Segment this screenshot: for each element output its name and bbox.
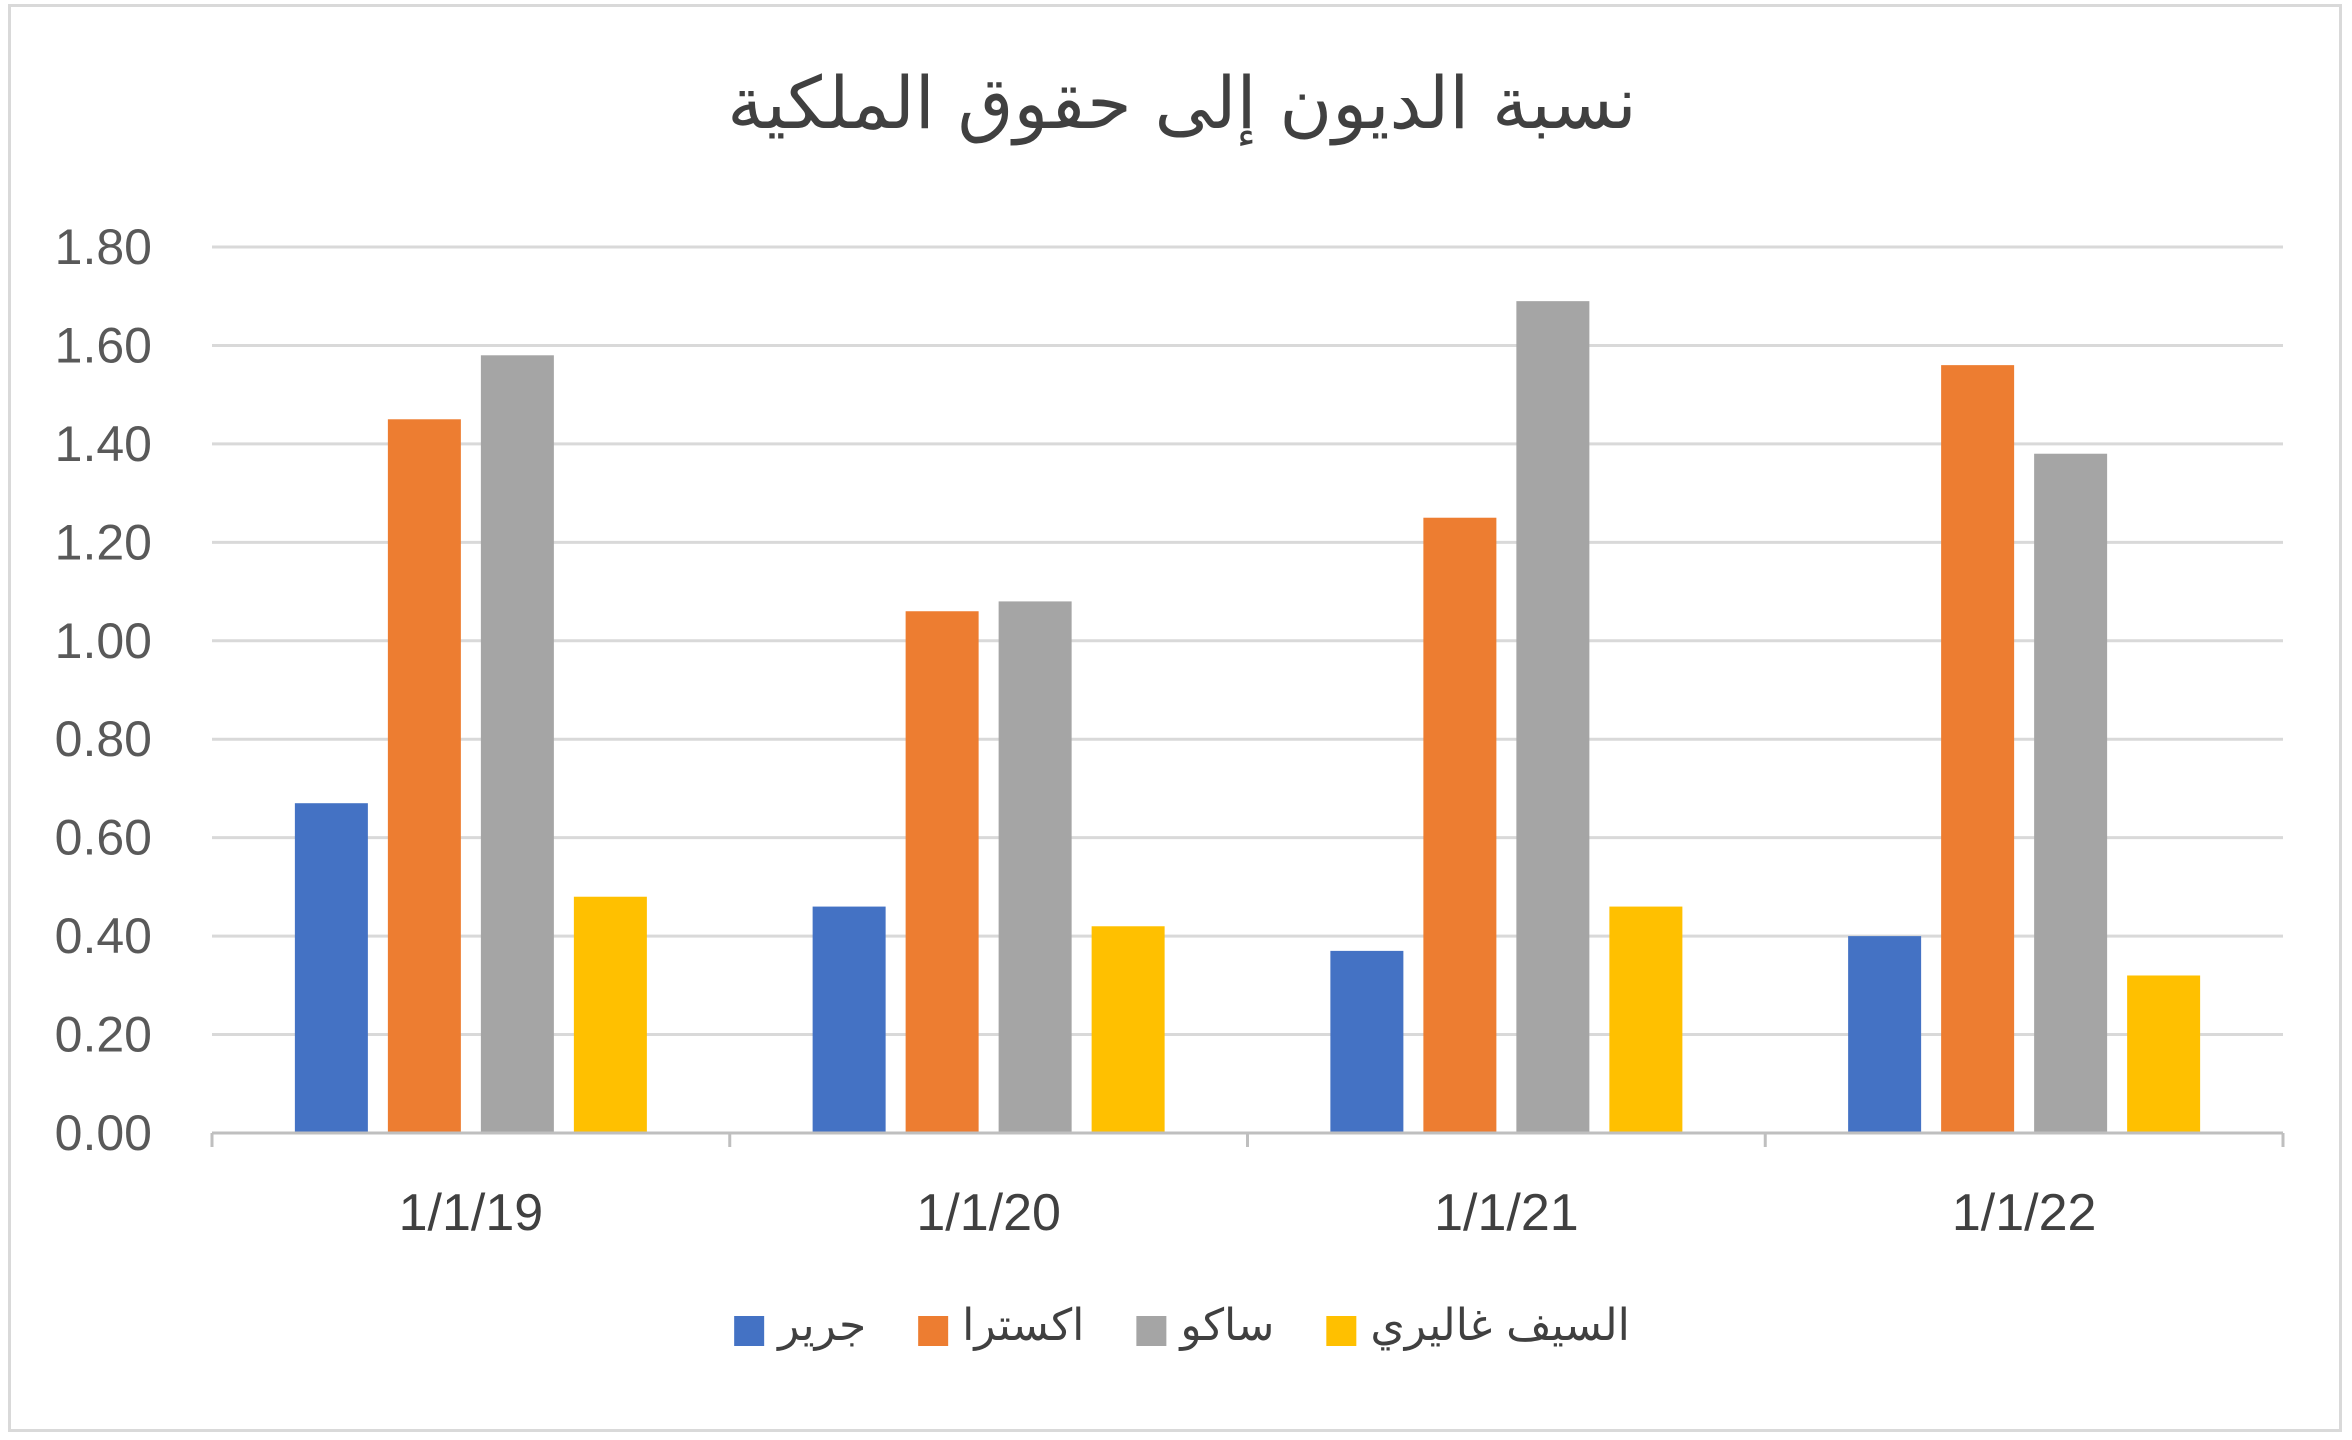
- legend-swatch: [918, 1316, 949, 1346]
- y-tick-label: 1.80: [55, 219, 152, 275]
- x-tick-label: 1/1/20: [916, 1184, 1061, 1242]
- y-tick-label: 0.40: [55, 908, 152, 964]
- legend-swatch: [1136, 1316, 1167, 1346]
- y-tick-label: 1.00: [55, 613, 152, 669]
- y-tick-label: 0.80: [55, 711, 152, 767]
- bar: [1423, 517, 1497, 1133]
- legend-swatch: [734, 1316, 765, 1346]
- bar: [905, 611, 979, 1133]
- y-tick-label: 1.20: [55, 514, 152, 570]
- y-tick-label: 0.60: [55, 810, 152, 866]
- chart-title: نسبة الديون إلى حقوق الملكية: [727, 61, 1636, 146]
- bar: [1848, 936, 1922, 1133]
- x-tick-label: 1/1/19: [399, 1184, 544, 1242]
- bar: [1516, 301, 1590, 1134]
- legend: جرير اكسترا ساكو السيف غاليري: [734, 1300, 1630, 1351]
- bar: [1091, 926, 1165, 1133]
- bar: [1330, 950, 1404, 1133]
- x-axis: [210, 1131, 2285, 1147]
- gridlines: [212, 245, 2283, 1037]
- y-tick-label: 1.40: [55, 416, 152, 472]
- legend-label: جرير: [776, 1300, 866, 1351]
- bar: [2127, 975, 2201, 1133]
- legend-label: السيف غاليري: [1370, 1300, 1630, 1351]
- bars: [294, 301, 2201, 1134]
- x-tick-label: 1/1/22: [1952, 1184, 2097, 1242]
- bar: [812, 906, 886, 1133]
- bar: [998, 601, 1072, 1133]
- legend-label: ساكو: [1178, 1300, 1274, 1351]
- x-tick-label: 1/1/21: [1434, 1184, 1579, 1242]
- bar: [387, 419, 461, 1133]
- bar: [573, 896, 647, 1133]
- legend-swatch: [1326, 1316, 1357, 1346]
- bar: [2034, 453, 2108, 1133]
- bar: [1609, 906, 1683, 1133]
- bar: [294, 803, 368, 1133]
- bar: [480, 355, 554, 1133]
- bar: [1941, 365, 2015, 1134]
- y-axis-ticks: 0.00 0.20 0.40 0.60 0.80 1.00 1.20 1.40 1.60 1.80: [55, 219, 152, 1161]
- legend-label: اكسترا: [962, 1300, 1084, 1351]
- y-tick-label: 0.00: [55, 1105, 152, 1161]
- y-tick-label: 0.20: [55, 1007, 152, 1063]
- x-axis-categories: 1/1/19 1/1/20 1/1/21 1/1/22: [399, 1184, 2097, 1242]
- y-tick-label: 1.60: [55, 317, 152, 373]
